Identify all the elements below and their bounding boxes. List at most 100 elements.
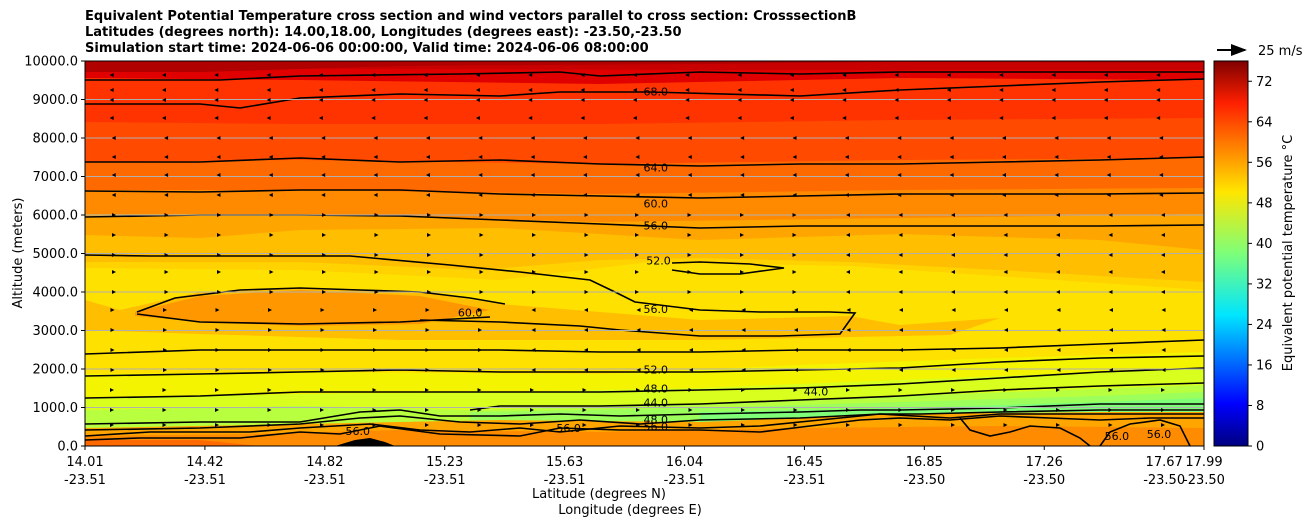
wind-vector xyxy=(1056,423,1060,427)
wind-vector xyxy=(217,290,221,294)
x-tick-label-lon: -23.51 xyxy=(783,473,825,488)
wind-vector xyxy=(632,73,637,77)
contour-label: 56.0 xyxy=(345,425,370,438)
wind-vector xyxy=(532,213,536,217)
wind-vector xyxy=(425,408,429,412)
wind-vector xyxy=(215,348,220,352)
wind-vector xyxy=(425,423,429,427)
wind-vector xyxy=(425,136,430,140)
wind-vector xyxy=(531,348,536,352)
wind-vector xyxy=(1106,193,1111,197)
wind-vector xyxy=(846,368,851,372)
wind-vector xyxy=(532,233,536,237)
wind-vector xyxy=(164,270,169,274)
wind-vector xyxy=(321,155,326,159)
wind-vector xyxy=(479,233,484,237)
wind-vector xyxy=(741,423,745,427)
y-tick-label: 4000.0 xyxy=(33,286,79,301)
wind-vector xyxy=(1056,348,1061,352)
wind-vector xyxy=(478,368,482,372)
wind-vector xyxy=(1056,408,1060,412)
wind-vector xyxy=(949,193,954,197)
wind-vector xyxy=(844,136,849,140)
wind-vector xyxy=(636,388,640,392)
wind-vector xyxy=(374,270,379,274)
wind-vector xyxy=(793,388,798,392)
wind-vector xyxy=(842,98,847,102)
wind-vector xyxy=(217,233,221,237)
wind-vector xyxy=(1156,73,1161,77)
wind-vector xyxy=(214,88,219,92)
wind-vector xyxy=(1108,388,1113,392)
wind-vector xyxy=(110,328,115,332)
wind-vector xyxy=(946,73,951,77)
wind-vector xyxy=(898,290,903,294)
wind-vector xyxy=(1051,116,1056,120)
wind-vector xyxy=(164,193,169,197)
wind-vector xyxy=(688,388,693,392)
wind-vector xyxy=(789,73,794,77)
wind-vector xyxy=(1161,290,1165,294)
wind-vector xyxy=(687,290,692,294)
wind-vector xyxy=(1103,98,1108,102)
wind-vector xyxy=(321,173,326,177)
contour-label: 56.0 xyxy=(1147,428,1172,441)
colorbar-tick-label: 8 xyxy=(1256,399,1264,414)
wind-vector xyxy=(268,328,272,332)
wind-vector xyxy=(215,308,220,312)
wind-vector xyxy=(164,155,169,159)
wind-vector xyxy=(111,173,116,177)
wind-vector xyxy=(214,98,219,102)
wind-vector xyxy=(267,423,272,427)
wind-vector xyxy=(737,88,742,92)
wind-vector xyxy=(164,173,169,177)
wind-vector xyxy=(946,88,951,92)
wind-vector xyxy=(373,348,377,352)
wind-vector xyxy=(951,388,955,392)
x-tick-label-lat: 17.26 xyxy=(1026,455,1063,470)
y-tick-label: 8000.0 xyxy=(33,132,79,147)
wind-vector xyxy=(1051,98,1056,102)
contour-label: 68.0 xyxy=(643,85,668,98)
wind-vector xyxy=(898,213,903,217)
wind-vector xyxy=(477,388,482,392)
wind-vector xyxy=(636,368,641,372)
wind-vector xyxy=(844,173,849,177)
wind-vector xyxy=(1108,423,1113,427)
wind-vector xyxy=(214,73,219,77)
wind-vector xyxy=(789,98,794,102)
wind-vector xyxy=(1108,408,1113,412)
wind-vector xyxy=(685,98,690,102)
wind-vector xyxy=(897,173,902,177)
wind-vector xyxy=(110,388,114,392)
wind-vector xyxy=(951,348,956,352)
wind-vector xyxy=(635,173,640,177)
contour-line xyxy=(85,415,1204,441)
x-tick-label-lat: 17.99 xyxy=(1185,455,1222,470)
wind-vector xyxy=(266,88,271,92)
wind-vector xyxy=(528,88,533,92)
wind-vector xyxy=(110,408,114,412)
wind-vector xyxy=(478,155,483,159)
wind-vector xyxy=(479,290,484,294)
wind-vector xyxy=(374,290,379,294)
wind-vector xyxy=(216,173,221,177)
wind-vector xyxy=(1103,116,1108,120)
chart-title-line-1: Equivalent Potential Temperature cross s… xyxy=(85,9,857,24)
wind-vector xyxy=(528,98,533,102)
x-tick-label-lon: -23.51 xyxy=(424,473,466,488)
wind-vector xyxy=(1156,98,1161,102)
wind-vectors xyxy=(109,73,1166,427)
wind-vector xyxy=(162,388,167,392)
contour-label: 52.0 xyxy=(643,363,668,376)
wind-vector xyxy=(427,213,431,217)
wind-vector xyxy=(1051,73,1056,77)
colorbar-label: Equivalent potential temperature °C xyxy=(1281,135,1296,371)
wind-vector xyxy=(530,155,535,159)
wind-vector xyxy=(530,423,534,427)
wind-vector xyxy=(584,368,588,372)
wind-vector xyxy=(161,98,166,102)
wind-vector xyxy=(1056,253,1060,257)
wind-vector xyxy=(217,213,221,217)
x-tick-label-lat: 14.82 xyxy=(306,455,343,470)
